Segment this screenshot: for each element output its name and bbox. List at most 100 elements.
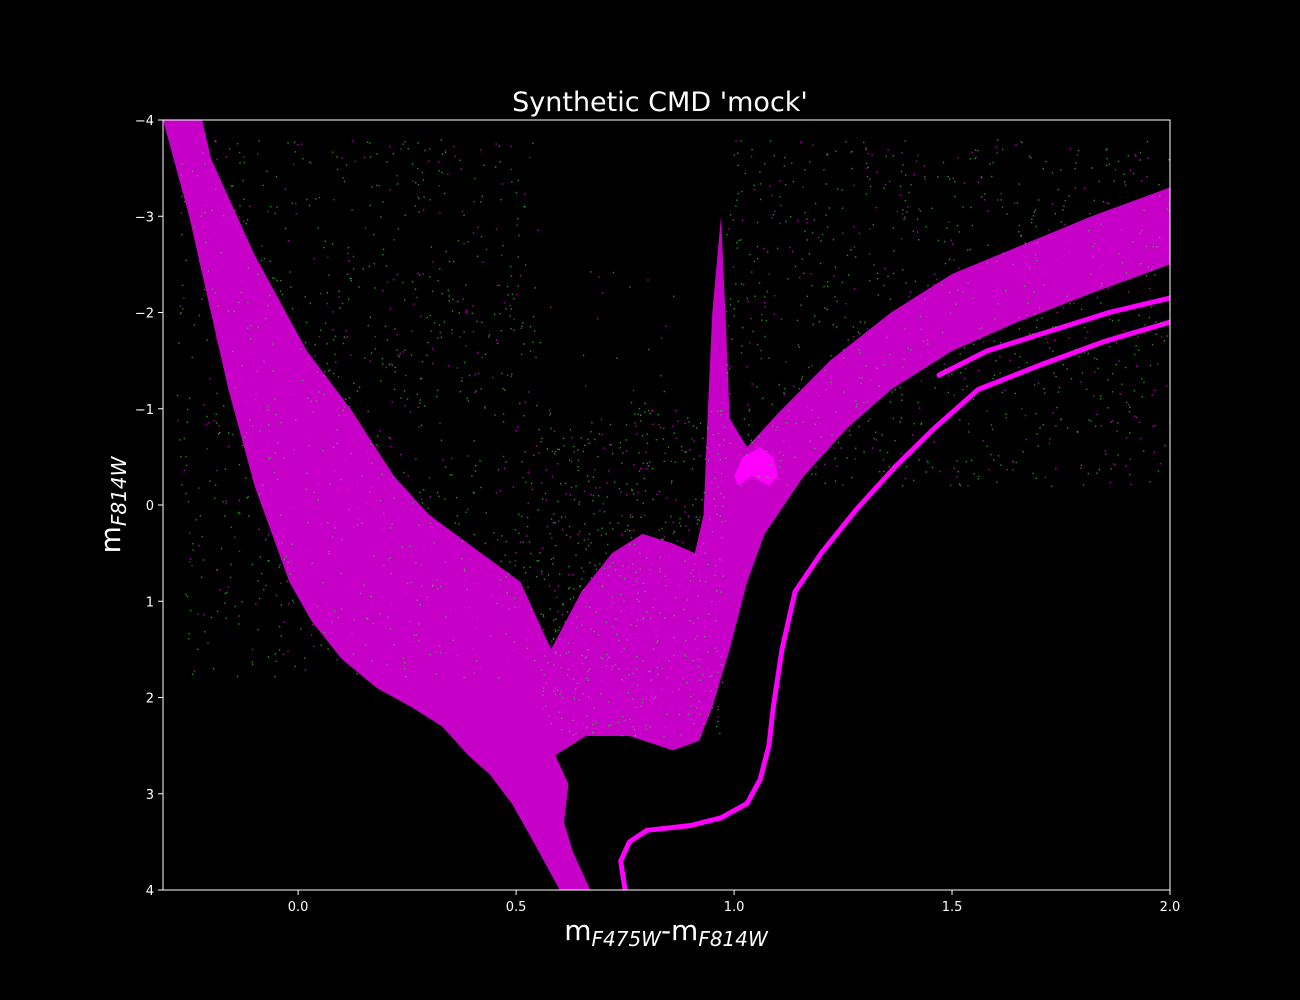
scatter-point: [1052, 412, 1054, 414]
scatter-point: [345, 164, 348, 166]
scatter-point: [269, 260, 271, 262]
scatter-point: [751, 383, 753, 385]
scatter-point: [656, 666, 658, 669]
scatter-point: [476, 617, 478, 619]
scatter-point: [327, 522, 329, 524]
scatter-point: [632, 493, 635, 495]
y-axis-label: mF814W: [94, 455, 131, 553]
scatter-point: [1135, 416, 1138, 418]
scatter-point: [607, 725, 610, 727]
scatter-point: [390, 602, 392, 605]
scatter-point: [473, 534, 475, 536]
scatter-point: [1022, 451, 1024, 453]
scatter-point: [537, 560, 540, 562]
scatter-point: [555, 596, 558, 599]
scatter-point: [606, 660, 608, 662]
scatter-point: [220, 205, 222, 208]
scatter-point: [695, 516, 697, 518]
scatter-point: [600, 693, 602, 695]
scatter-point: [990, 453, 992, 456]
scatter-point: [192, 549, 194, 551]
scatter-point: [316, 371, 319, 373]
scatter-point: [673, 636, 675, 639]
scatter-point: [278, 649, 281, 651]
scatter-point: [644, 411, 646, 413]
scatter-point: [588, 696, 590, 698]
scatter-point: [1138, 314, 1140, 317]
scatter-point: [719, 732, 721, 734]
scatter-point: [582, 450, 584, 453]
scatter-point: [621, 716, 624, 718]
scatter-point: [400, 148, 402, 150]
scatter-point: [1020, 235, 1022, 237]
scatter-point: [325, 603, 328, 605]
scatter-point: [944, 368, 946, 370]
y-label-sub: F814W: [107, 455, 131, 526]
scatter-point: [519, 275, 522, 277]
scatter-point: [698, 700, 700, 702]
scatter-point: [283, 535, 285, 537]
scatter-point: [205, 423, 208, 425]
scatter-point: [640, 733, 642, 735]
scatter-point: [689, 688, 691, 691]
scatter-point: [811, 284, 813, 287]
scatter-point: [1090, 420, 1092, 422]
scatter-point: [823, 285, 825, 288]
scatter-point: [255, 603, 257, 605]
scatter-point: [689, 620, 691, 622]
scatter-point: [750, 155, 753, 158]
scatter-point: [502, 455, 505, 458]
scatter-point: [268, 504, 271, 506]
scatter-point: [904, 140, 906, 142]
scatter-point: [214, 497, 216, 499]
scatter-point: [729, 442, 731, 444]
scatter-point: [1135, 345, 1137, 347]
scatter-point: [703, 723, 705, 725]
scatter-point: [699, 679, 702, 681]
scatter-point: [633, 583, 635, 586]
scatter-point: [853, 335, 855, 338]
scatter-point: [526, 516, 529, 519]
scatter-point: [503, 302, 506, 304]
scatter-point: [710, 525, 712, 527]
scatter-point: [233, 310, 235, 312]
scatter-point: [1128, 404, 1130, 406]
scatter-point: [723, 444, 725, 446]
scatter-point: [632, 389, 635, 392]
scatter-point: [974, 157, 977, 160]
scatter-point: [182, 308, 184, 310]
scatter-point: [1106, 164, 1108, 167]
scatter-point: [572, 713, 575, 716]
scatter-point: [726, 364, 728, 366]
scatter-point: [837, 188, 839, 190]
scatter-point: [719, 558, 721, 561]
scatter-point: [513, 318, 515, 320]
scatter-point: [291, 543, 293, 545]
scatter-point: [1038, 307, 1041, 309]
scatter-point: [500, 579, 502, 581]
scatter-point: [711, 600, 713, 603]
scatter-point: [716, 513, 718, 515]
scatter-point: [592, 723, 594, 726]
scatter-point: [223, 215, 225, 217]
scatter-point: [415, 182, 417, 184]
scatter-point: [886, 451, 889, 454]
scatter-point: [836, 326, 838, 328]
scatter-point: [611, 668, 613, 671]
scatter-point: [507, 294, 509, 296]
scatter-point: [679, 706, 681, 708]
scatter-point: [956, 476, 958, 478]
scatter-point: [948, 221, 950, 223]
scatter-point: [453, 146, 455, 148]
scatter-point: [506, 285, 509, 288]
scatter-point: [284, 227, 287, 230]
scatter-point: [1043, 387, 1045, 390]
scatter-point: [250, 455, 253, 458]
scatter-point: [461, 540, 464, 542]
scatter-point: [1089, 213, 1091, 215]
scatter-point: [437, 161, 440, 163]
scatter-point: [553, 687, 556, 689]
scatter-point: [773, 313, 776, 315]
scatter-point: [971, 224, 974, 227]
scatter-point: [456, 515, 459, 517]
